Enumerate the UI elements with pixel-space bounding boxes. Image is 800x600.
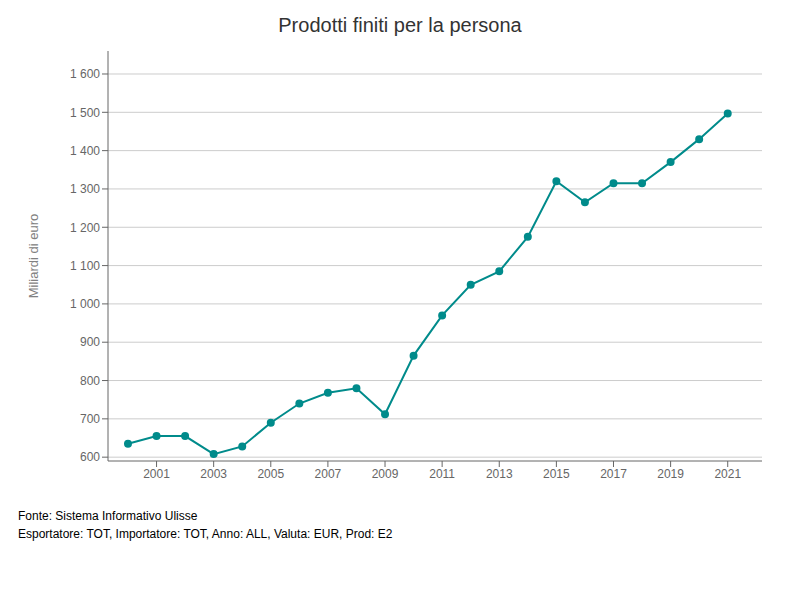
svg-text:900: 900 xyxy=(80,335,100,349)
svg-text:1 500: 1 500 xyxy=(70,106,100,120)
svg-text:1 100: 1 100 xyxy=(70,259,100,273)
svg-text:700: 700 xyxy=(80,412,100,426)
svg-text:2005: 2005 xyxy=(257,467,284,481)
svg-text:2001: 2001 xyxy=(143,467,170,481)
svg-text:2007: 2007 xyxy=(315,467,342,481)
svg-text:2013: 2013 xyxy=(486,467,513,481)
svg-text:2019: 2019 xyxy=(657,467,684,481)
svg-text:2009: 2009 xyxy=(372,467,399,481)
svg-text:800: 800 xyxy=(80,374,100,388)
svg-text:2015: 2015 xyxy=(543,467,570,481)
svg-text:Miliardi di euro: Miliardi di euro xyxy=(26,214,41,299)
svg-text:1 300: 1 300 xyxy=(70,182,100,196)
svg-text:2021: 2021 xyxy=(714,467,741,481)
svg-text:1 400: 1 400 xyxy=(70,144,100,158)
html-text:Esportatore: TOT, Importatore:: Esportatore: TOT, Importatore: TOT, Anno… xyxy=(18,527,393,541)
html-text:Fonte: Sistema Informativo Uli: Fonte: Sistema Informativo Ulisse xyxy=(18,509,198,523)
html-text:Prodotti finiti per la persona: Prodotti finiti per la persona xyxy=(278,14,522,36)
svg-text:1 200: 1 200 xyxy=(70,221,100,235)
svg-text:2011: 2011 xyxy=(429,467,455,481)
svg-text:600: 600 xyxy=(80,450,100,464)
svg-text:2017: 2017 xyxy=(600,467,627,481)
svg-text:2003: 2003 xyxy=(200,467,227,481)
svg-text:1 000: 1 000 xyxy=(70,297,100,311)
svg-text:1 600: 1 600 xyxy=(70,67,100,81)
